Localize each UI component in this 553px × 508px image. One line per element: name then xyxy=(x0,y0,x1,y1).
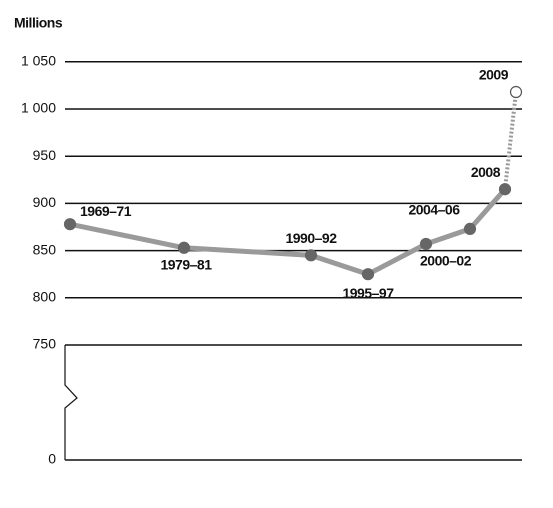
marker xyxy=(463,222,477,235)
marker xyxy=(177,241,191,254)
marker xyxy=(509,85,523,99)
y-tick-label: 800 xyxy=(33,289,57,305)
y-axis-label: Millions xyxy=(14,15,63,31)
marker xyxy=(498,183,512,196)
point-label: 2000–02 xyxy=(420,253,472,269)
marker xyxy=(361,268,375,281)
y-tick-label: 1 000 xyxy=(21,100,56,116)
point-label: 2008 xyxy=(471,164,501,180)
y-tick-label: 750 xyxy=(33,336,57,352)
axis-break xyxy=(64,345,78,460)
point-label: 1979–81 xyxy=(160,256,212,272)
line-estimate xyxy=(503,91,518,190)
y-tick-label: 850 xyxy=(33,241,57,257)
point-label: 2004–06 xyxy=(408,202,460,218)
marker xyxy=(63,218,77,231)
y-tick-label: 950 xyxy=(33,147,57,163)
marker xyxy=(304,249,318,262)
y-tick-label: 0 xyxy=(48,451,56,467)
y-tick-label: 1 050 xyxy=(21,53,56,69)
y-tick-label: 900 xyxy=(33,194,57,210)
point-label: 1969–71 xyxy=(80,203,132,219)
point-label: 1995–97 xyxy=(342,285,394,301)
marker xyxy=(419,237,433,251)
point-label: 2009 xyxy=(479,67,509,83)
point-label: 1990–92 xyxy=(285,230,337,246)
